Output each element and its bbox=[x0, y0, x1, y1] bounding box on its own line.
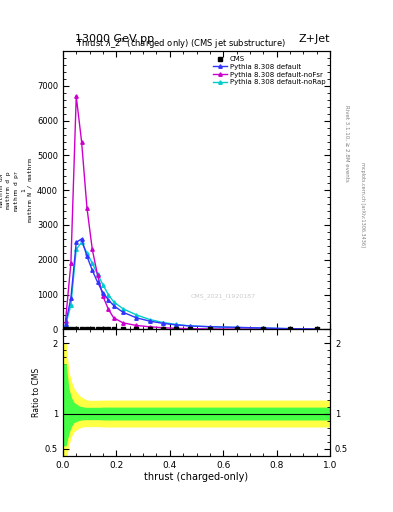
Pythia 8.308 default-noRap bbox=[84, 250, 89, 256]
CMS bbox=[208, 326, 212, 332]
Pythia 8.308 default-noFsr bbox=[63, 317, 68, 324]
CMS bbox=[68, 326, 73, 332]
Pythia 8.308 default bbox=[111, 303, 116, 309]
CMS bbox=[161, 326, 165, 332]
Text: 13000 GeV pp: 13000 GeV pp bbox=[75, 33, 154, 44]
Pythia 8.308 default-noFsr bbox=[161, 325, 165, 331]
Pythia 8.308 default-noRap bbox=[261, 325, 266, 331]
Pythia 8.308 default-noFsr bbox=[187, 326, 192, 332]
Pythia 8.308 default-noFsr bbox=[121, 320, 125, 326]
CMS bbox=[261, 326, 266, 332]
Pythia 8.308 default-noRap bbox=[161, 319, 165, 326]
CMS bbox=[134, 326, 139, 332]
Pythia 8.308 default bbox=[63, 321, 68, 327]
Pythia 8.308 default-noRap bbox=[106, 291, 111, 297]
Pythia 8.308 default bbox=[161, 321, 165, 327]
Pythia 8.308 default-noRap bbox=[187, 323, 192, 329]
CMS bbox=[121, 326, 125, 332]
CMS bbox=[79, 326, 84, 332]
Pythia 8.308 default-noRap bbox=[288, 326, 292, 332]
CMS bbox=[106, 326, 111, 332]
Line: Pythia 8.308 default-noFsr: Pythia 8.308 default-noFsr bbox=[64, 95, 318, 331]
Pythia 8.308 default bbox=[95, 279, 100, 285]
Pythia 8.308 default-noRap bbox=[101, 282, 105, 288]
CMS bbox=[314, 326, 319, 332]
Legend: CMS, Pythia 8.308 default, Pythia 8.308 default-noFsr, Pythia 8.308 default-noRa: CMS, Pythia 8.308 default, Pythia 8.308 … bbox=[211, 55, 327, 87]
Pythia 8.308 default bbox=[121, 309, 125, 315]
Line: CMS: CMS bbox=[64, 327, 318, 331]
Pythia 8.308 default-noRap bbox=[208, 324, 212, 330]
Pythia 8.308 default-noRap bbox=[121, 306, 125, 312]
Pythia 8.308 default bbox=[147, 318, 152, 324]
Line: Pythia 8.308 default-noRap: Pythia 8.308 default-noRap bbox=[64, 241, 318, 331]
CMS bbox=[74, 326, 79, 332]
Pythia 8.308 default-noFsr bbox=[95, 272, 100, 279]
CMS bbox=[147, 326, 152, 332]
Pythia 8.308 default-noRap bbox=[74, 246, 79, 252]
Text: Rivet 3.1.10, ≥ 2.8M events: Rivet 3.1.10, ≥ 2.8M events bbox=[344, 105, 349, 182]
X-axis label: thrust (charged-only): thrust (charged-only) bbox=[145, 472, 248, 482]
Text: mathrm d$^2$N
mathrm d$\lambda$
mathrm d p
mathrm d p$_T$
1
mathrm N / mathrm: mathrm d$^2$N mathrm d$\lambda$ mathrm d… bbox=[0, 158, 33, 222]
CMS bbox=[101, 326, 105, 332]
Pythia 8.308 default-noFsr bbox=[314, 326, 319, 332]
Pythia 8.308 default-noRap bbox=[314, 326, 319, 332]
Line: Pythia 8.308 default: Pythia 8.308 default bbox=[64, 237, 318, 331]
Pythia 8.308 default-noFsr bbox=[74, 93, 79, 99]
Pythia 8.308 default-noFsr bbox=[174, 325, 179, 331]
CMS bbox=[234, 326, 239, 332]
Pythia 8.308 default bbox=[68, 295, 73, 301]
Pythia 8.308 default-noRap bbox=[90, 260, 95, 266]
Pythia 8.308 default-noFsr bbox=[84, 205, 89, 211]
Pythia 8.308 default-noFsr bbox=[147, 324, 152, 330]
Pythia 8.308 default-noFsr bbox=[208, 326, 212, 332]
Pythia 8.308 default-noFsr bbox=[111, 315, 116, 321]
CMS bbox=[84, 326, 89, 332]
Pythia 8.308 default-noFsr bbox=[134, 323, 139, 329]
Pythia 8.308 default-noFsr bbox=[261, 326, 266, 332]
Pythia 8.308 default-noRap bbox=[68, 302, 73, 308]
Pythia 8.308 default-noRap bbox=[174, 322, 179, 328]
Pythia 8.308 default-noRap bbox=[134, 312, 139, 318]
Text: CMS_2021_I1920187: CMS_2021_I1920187 bbox=[191, 293, 256, 299]
Pythia 8.308 default bbox=[261, 325, 266, 331]
Pythia 8.308 default bbox=[101, 290, 105, 296]
Pythia 8.308 default bbox=[84, 253, 89, 260]
Pythia 8.308 default-noFsr bbox=[106, 306, 111, 312]
Pythia 8.308 default-noRap bbox=[63, 322, 68, 328]
CMS bbox=[95, 326, 100, 332]
Pythia 8.308 default-noRap bbox=[95, 271, 100, 278]
Text: Z+Jet: Z+Jet bbox=[299, 33, 330, 44]
CMS bbox=[187, 326, 192, 332]
Pythia 8.308 default-noFsr bbox=[90, 246, 95, 252]
Pythia 8.308 default bbox=[106, 296, 111, 303]
Pythia 8.308 default bbox=[90, 267, 95, 273]
Pythia 8.308 default-noRap bbox=[111, 298, 116, 305]
Pythia 8.308 default-noFsr bbox=[234, 326, 239, 332]
Pythia 8.308 default-noRap bbox=[79, 239, 84, 245]
Pythia 8.308 default bbox=[79, 236, 84, 242]
CMS bbox=[288, 326, 292, 332]
Pythia 8.308 default bbox=[314, 326, 319, 332]
Pythia 8.308 default-noRap bbox=[234, 325, 239, 331]
Pythia 8.308 default-noFsr bbox=[79, 139, 84, 145]
Pythia 8.308 default bbox=[74, 239, 79, 245]
Pythia 8.308 default-noFsr bbox=[101, 293, 105, 300]
CMS bbox=[90, 326, 95, 332]
Pythia 8.308 default bbox=[187, 323, 192, 329]
Pythia 8.308 default-noFsr bbox=[68, 260, 73, 266]
Pythia 8.308 default-noFsr bbox=[288, 326, 292, 332]
Pythia 8.308 default bbox=[134, 315, 139, 321]
CMS bbox=[174, 326, 179, 332]
Pythia 8.308 default-noRap bbox=[147, 316, 152, 323]
Y-axis label: Ratio to CMS: Ratio to CMS bbox=[32, 368, 41, 417]
Pythia 8.308 default bbox=[288, 326, 292, 332]
CMS bbox=[111, 326, 116, 332]
CMS bbox=[63, 326, 68, 332]
Text: mcplots.cern.ch [arXiv:1306.3436]: mcplots.cern.ch [arXiv:1306.3436] bbox=[360, 162, 365, 247]
Pythia 8.308 default bbox=[208, 324, 212, 330]
Pythia 8.308 default bbox=[234, 324, 239, 330]
Pythia 8.308 default bbox=[174, 322, 179, 328]
Text: Thrust $\lambda\_2^1$ (charged only) (CMS jet substructure): Thrust $\lambda\_2^1$ (charged only) (CM… bbox=[76, 37, 286, 51]
